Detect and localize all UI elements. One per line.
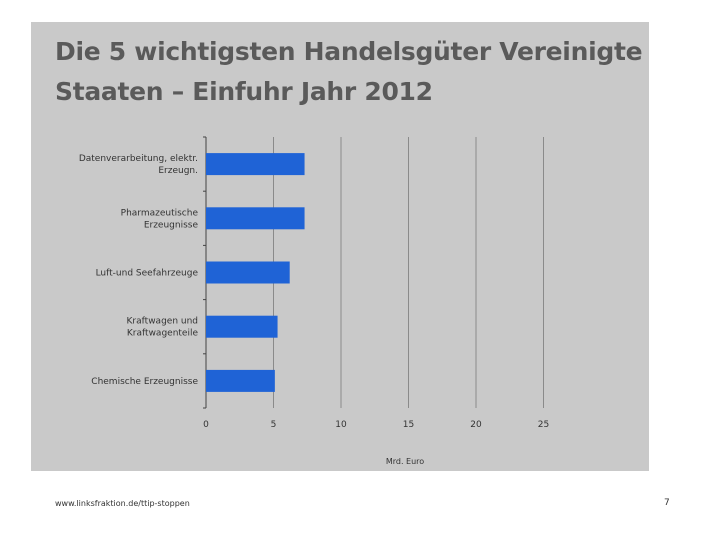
y-category-label-line: Pharmazeutische [121,208,199,218]
page-number: 7 [664,498,670,508]
x-tick-label: 25 [538,420,549,430]
bar [206,369,275,392]
x-axis-label: Mrd. Euro [386,457,424,466]
y-category-label-line: Chemische Erzeugnisse [91,377,198,387]
y-category-label-line: Erzeugn. [158,166,198,176]
bar [206,261,290,284]
slide-title-line-2: Staaten – Einfuhr Jahr 2012 [55,77,433,106]
footer-url[interactable]: www.linksfraktion.de/ttip-stoppen [55,499,190,508]
x-tick-label: 5 [271,420,277,430]
slide-title: Die 5 wichtigsten Handelsgüter Vereinigt… [55,32,645,112]
x-tick-label: 15 [403,420,414,430]
y-category-label: Pharmazeutische Erzeugnisse [121,208,199,230]
bar [206,315,278,338]
y-category-label: Datenverarbeitung, elektr. Erzeugn. [79,154,198,176]
y-category-label-line: Erzeugnisse [144,220,199,230]
bar [206,207,305,230]
x-tick-label: 20 [470,420,482,430]
x-tick-label: 0 [203,420,209,430]
x-tick-label: 10 [335,420,347,430]
y-category-label: Luft-und Seefahrzeuge [96,269,199,279]
y-category-label: Kraftwagen und Kraftwagenteile [127,317,199,339]
y-category-label-line: Kraftwagenteile [127,329,199,339]
bar [206,153,305,176]
slide-title-line-1: Die 5 wichtigsten Handelsgüter Vereinigt… [55,37,643,66]
y-category-label-line: Luft-und Seefahrzeuge [96,269,199,279]
chart-panel [31,22,649,471]
y-category-label-line: Kraftwagen und [127,317,198,327]
y-category-label-line: Datenverarbeitung, elektr. [79,154,198,164]
y-category-label: Chemische Erzeugnisse [91,377,198,387]
